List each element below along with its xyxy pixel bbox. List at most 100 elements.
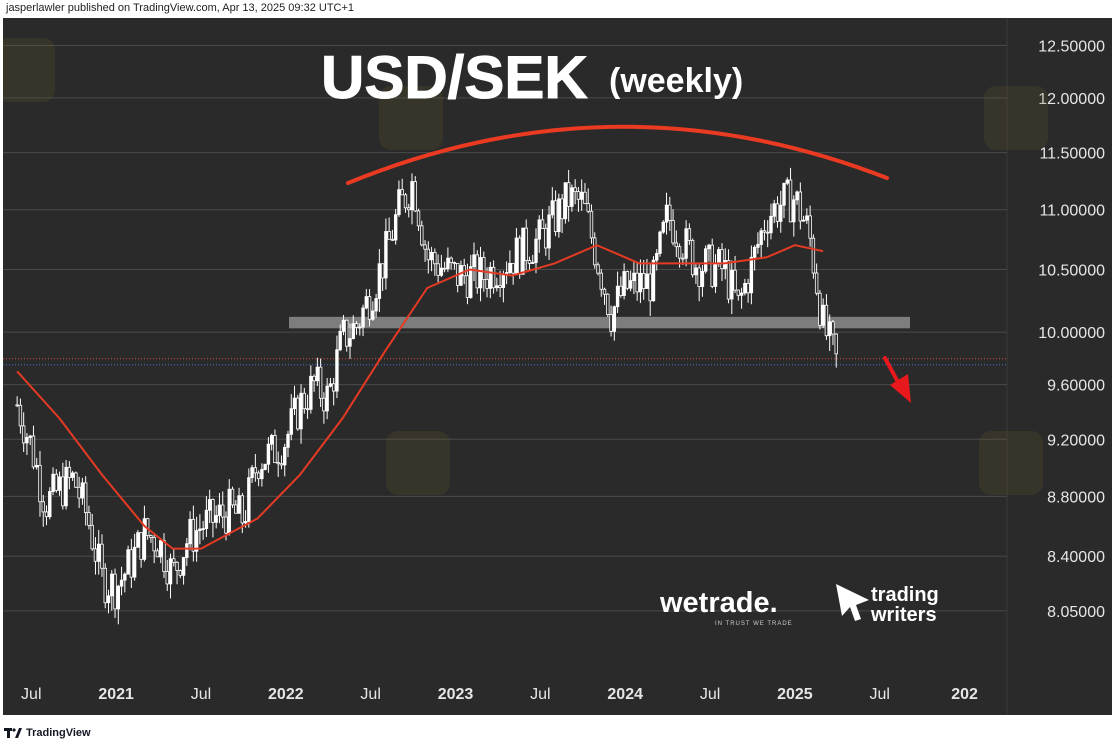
support-zone-band	[289, 316, 910, 329]
watermark-icon	[984, 86, 1048, 150]
candle-body	[485, 279, 489, 289]
candle-body	[664, 204, 669, 223]
candle-body	[537, 219, 541, 240]
candle-body	[361, 307, 365, 328]
candle-body	[51, 473, 55, 492]
candle-body	[289, 408, 293, 435]
candle-body	[15, 404, 19, 407]
candle-body	[113, 573, 117, 610]
wikifx-watermarks	[0, 38, 1048, 495]
candle-body	[364, 296, 369, 309]
candle-body	[286, 433, 290, 448]
candle-body	[557, 198, 561, 232]
candle-body	[54, 473, 59, 491]
candles	[15, 167, 838, 625]
candle-body	[433, 251, 437, 265]
candle-body	[217, 504, 222, 516]
trading-writers-arrow-icon	[836, 584, 869, 621]
candle-body	[723, 260, 727, 269]
candle-body	[152, 537, 156, 552]
candle-body	[560, 198, 564, 220]
candle-body	[632, 272, 636, 282]
candle-body	[615, 285, 620, 308]
candle-body	[446, 257, 450, 270]
candle-body	[325, 385, 329, 412]
candle-body	[299, 392, 303, 430]
candle-body	[550, 200, 555, 216]
candle-body	[77, 486, 81, 499]
down-arrow	[883, 356, 911, 403]
candle-body	[586, 203, 590, 212]
candle-body	[534, 238, 538, 263]
candle-body	[782, 182, 786, 206]
y-tick-label: 10.00000	[1038, 325, 1105, 342]
candle-body	[318, 366, 323, 399]
price-axis-labels: 12.50000 12.00000 11.50000 11.00000 10.50000…	[1038, 38, 1105, 620]
candle-body	[563, 182, 568, 220]
candle-body	[589, 210, 594, 239]
candle-body	[638, 272, 643, 293]
candle-body	[765, 231, 770, 234]
grid-lines	[3, 44, 1007, 612]
candle-body	[811, 237, 816, 274]
candle-body	[123, 573, 127, 581]
candle-body	[25, 437, 29, 444]
candle-body	[628, 280, 633, 289]
candle-body	[429, 251, 434, 261]
published-by-line: jasperlawler published on TradingView.co…	[6, 2, 355, 14]
arrow-shaft	[883, 356, 901, 386]
x-tick-label: Jul	[700, 686, 720, 703]
candle-body	[795, 191, 799, 201]
candle-body	[328, 383, 333, 387]
candle-body	[762, 230, 767, 233]
wetrade-wordmark: wetrade.	[659, 587, 778, 619]
candle-body	[752, 246, 757, 258]
candle-body	[83, 482, 88, 513]
arrow-head	[890, 374, 911, 403]
candle-body	[345, 319, 349, 347]
candle-body	[28, 435, 32, 438]
candle-body	[772, 203, 776, 217]
candle-body	[387, 231, 391, 240]
candle-body	[129, 549, 134, 578]
candle-body	[341, 319, 346, 332]
candle-body	[331, 383, 336, 392]
candle-body	[726, 260, 731, 300]
candle-body	[602, 288, 607, 295]
candle-body	[805, 215, 809, 221]
candle-body	[132, 546, 137, 578]
candle-body	[540, 219, 545, 229]
candle-body	[730, 269, 734, 300]
candle-body	[149, 535, 153, 538]
candle-body	[684, 228, 688, 259]
candle-body	[677, 246, 682, 259]
trading-writers-line2: writers	[870, 604, 937, 626]
y-tick-label: 8.05000	[1047, 604, 1105, 621]
x-tick-label: Jul	[530, 686, 550, 703]
candle-body	[756, 244, 760, 248]
candle-body	[449, 257, 453, 263]
candle-body	[377, 263, 382, 299]
candle-body	[162, 540, 166, 572]
candle-body	[576, 191, 581, 200]
y-tick-label: 8.40000	[1047, 549, 1105, 566]
candle-body	[465, 275, 470, 298]
chart-area[interactable]: 12.50000 12.00000 11.50000 11.00000 10.50000…	[0, 18, 1112, 715]
candle-body	[57, 476, 62, 491]
candle-body	[459, 265, 463, 286]
candle-body	[90, 524, 94, 550]
y-tick-label: 9.20000	[1047, 432, 1105, 449]
candle-body	[87, 512, 91, 526]
candle-body	[749, 256, 754, 294]
x-tick-label: 2025	[777, 686, 813, 703]
candle-body	[779, 204, 783, 222]
candle-body	[348, 338, 352, 347]
candle-body	[296, 397, 300, 430]
candle-body	[292, 397, 297, 410]
candle-body	[276, 462, 280, 465]
candle-body	[733, 269, 737, 291]
usdsek-weekly-chart[interactable]: 12.50000 12.00000 11.50000 11.00000 10.50000…	[0, 18, 1112, 715]
candle-body	[694, 267, 698, 276]
candle-body	[93, 548, 98, 562]
candle-body	[635, 272, 639, 293]
